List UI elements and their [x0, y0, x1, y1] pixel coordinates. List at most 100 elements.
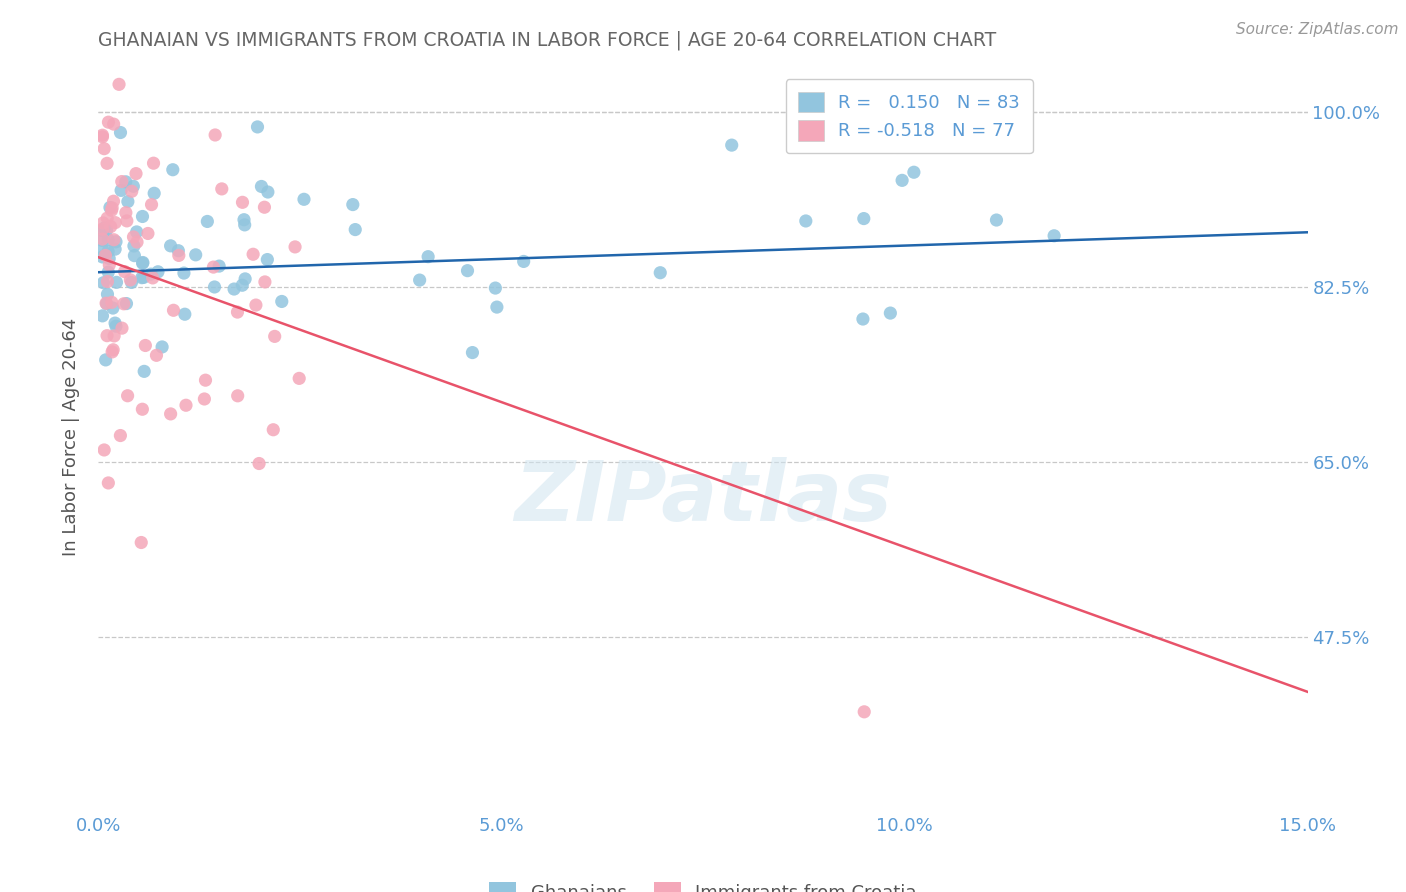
Point — [93, 276, 115, 290]
Point — [242, 247, 264, 261]
Point — [408, 273, 430, 287]
Point — [226, 389, 249, 403]
Point — [103, 117, 125, 131]
Point — [262, 423, 284, 437]
Point — [125, 167, 148, 181]
Point — [93, 442, 115, 457]
Text: ZIPatlas: ZIPatlas — [515, 457, 891, 538]
Point — [124, 249, 146, 263]
Point — [162, 162, 184, 177]
Point — [139, 267, 162, 281]
Point — [114, 175, 136, 189]
Point — [145, 348, 167, 362]
Point — [288, 371, 311, 385]
Point — [167, 244, 190, 258]
Point — [97, 233, 120, 247]
Point — [122, 230, 145, 244]
Point — [270, 294, 292, 309]
Point — [101, 345, 124, 359]
Point — [292, 192, 315, 206]
Point — [91, 128, 114, 143]
Point — [94, 352, 117, 367]
Point — [125, 225, 148, 239]
Point — [91, 243, 114, 257]
Point — [167, 248, 190, 262]
Point — [132, 270, 155, 285]
Point — [226, 305, 249, 319]
Point — [418, 250, 440, 264]
Point — [879, 306, 901, 320]
Point — [98, 252, 121, 266]
Point — [150, 340, 173, 354]
Point — [103, 194, 125, 209]
Point — [91, 309, 114, 323]
Point — [284, 240, 307, 254]
Point — [98, 258, 121, 272]
Point — [100, 219, 122, 234]
Point — [115, 296, 138, 310]
Point — [852, 211, 875, 226]
Point — [104, 242, 127, 256]
Point — [117, 389, 139, 403]
Point — [141, 197, 163, 211]
Point — [101, 201, 124, 215]
Point — [93, 220, 115, 235]
Point — [104, 235, 127, 249]
Point — [814, 95, 837, 110]
Point — [457, 263, 479, 277]
Point — [91, 222, 114, 236]
Point — [101, 301, 124, 315]
Point — [115, 214, 138, 228]
Point — [208, 259, 231, 273]
Point — [142, 271, 165, 285]
Point — [134, 338, 156, 352]
Point — [131, 256, 153, 270]
Point — [986, 213, 1008, 227]
Point — [96, 156, 118, 170]
Point — [91, 129, 114, 144]
Point — [125, 235, 148, 249]
Point — [1043, 228, 1066, 243]
Y-axis label: In Labor Force | Age 20-64: In Labor Force | Age 20-64 — [62, 318, 80, 557]
Point — [121, 276, 143, 290]
Point — [121, 184, 143, 198]
Point — [173, 307, 195, 321]
Point — [934, 117, 956, 131]
Point — [143, 186, 166, 201]
Point — [202, 260, 225, 274]
Point — [91, 232, 114, 246]
Point — [245, 298, 267, 312]
Point — [97, 115, 120, 129]
Point — [263, 329, 285, 343]
Point — [131, 270, 153, 285]
Point — [211, 182, 233, 196]
Point — [103, 329, 125, 343]
Point — [110, 183, 132, 197]
Point — [96, 223, 118, 237]
Point — [142, 156, 165, 170]
Point — [484, 281, 506, 295]
Point — [122, 239, 145, 253]
Point — [257, 185, 280, 199]
Point — [120, 273, 142, 287]
Point — [96, 275, 118, 289]
Legend: Ghanaians, Immigrants from Croatia: Ghanaians, Immigrants from Croatia — [481, 873, 925, 892]
Point — [193, 392, 215, 406]
Point — [101, 343, 124, 357]
Point — [111, 175, 134, 189]
Point — [117, 194, 139, 209]
Point — [93, 142, 115, 156]
Point — [112, 297, 135, 311]
Point — [233, 212, 256, 227]
Point — [97, 475, 120, 490]
Point — [131, 402, 153, 417]
Point — [174, 398, 197, 412]
Point — [794, 214, 817, 228]
Point — [231, 195, 253, 210]
Point — [101, 295, 124, 310]
Point — [115, 205, 138, 219]
Point — [650, 266, 672, 280]
Point — [91, 223, 114, 237]
Point — [204, 128, 226, 142]
Point — [720, 138, 742, 153]
